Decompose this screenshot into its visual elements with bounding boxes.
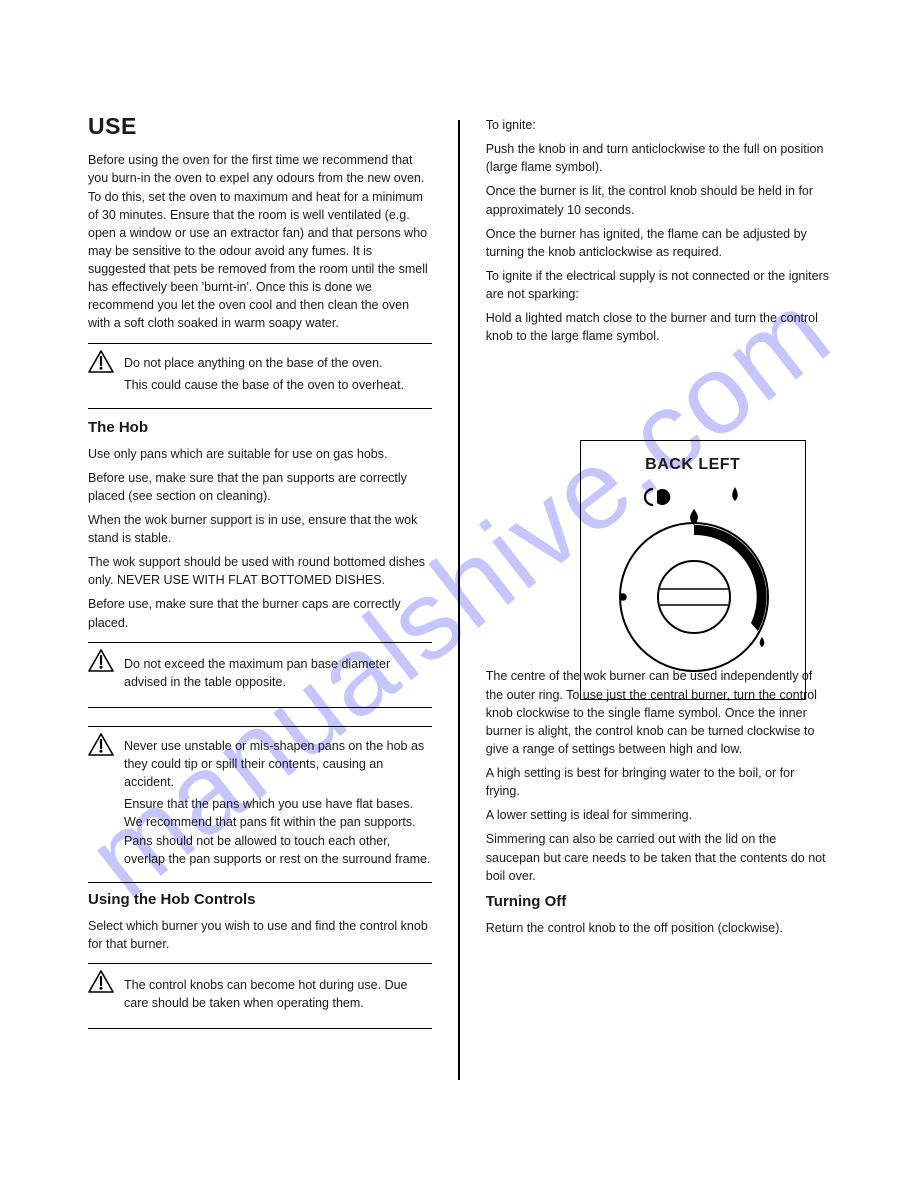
knob-frame: BACK LEFT xyxy=(580,440,806,700)
rule xyxy=(88,882,432,883)
warn1-line2: This could cause the base of the oven to… xyxy=(124,376,432,394)
warning-text: Never use unstable or mis-shapen pans on… xyxy=(124,733,432,872)
turn-off-p: Return the control knob to the off posit… xyxy=(486,919,830,937)
warn2-line: Do not exceed the maximum pan base diame… xyxy=(124,655,432,691)
warning-text: Do not exceed the maximum pan base diame… xyxy=(124,649,432,697)
left-column: USE Before using the oven for the first … xyxy=(88,110,458,1100)
knob-label: BACK LEFT xyxy=(581,453,805,476)
warning-block-4: The control knobs can become hot during … xyxy=(88,970,432,1018)
rule xyxy=(88,642,432,643)
ignite-alt-intro: To ignite if the electrical supply is no… xyxy=(486,267,830,303)
ignite-step3: Once the burner has ignited, the flame c… xyxy=(486,225,830,261)
rule xyxy=(88,726,432,727)
warn1-line1: Do not place anything on the base of the… xyxy=(124,354,432,372)
warn4-line: The control knobs can become hot during … xyxy=(124,976,432,1012)
rule xyxy=(88,343,432,344)
hob-p3: When the wok burner support is in use, e… xyxy=(88,511,432,547)
select-burner-p: Select which burner you wish to use and … xyxy=(88,917,432,953)
warning-icon xyxy=(88,350,114,373)
page: manualshive.com USE Before using the ove… xyxy=(0,0,918,1188)
warning-icon xyxy=(88,970,114,993)
warning-text: The control knobs can become hot during … xyxy=(124,970,432,1018)
knob-svg xyxy=(581,441,807,701)
hob-p4: The wok support should be used with roun… xyxy=(88,553,432,589)
ignite-step1: Push the knob in and turn anticlockwise … xyxy=(486,140,830,176)
heading-the-hob: The Hob xyxy=(88,417,432,439)
right-column: To ignite: Push the knob in and turn ant… xyxy=(460,110,830,1100)
two-column-layout: USE Before using the oven for the first … xyxy=(88,110,830,1100)
heat-p2: A high setting is best for bringing wate… xyxy=(486,764,830,800)
warning-icon xyxy=(88,649,114,672)
warning-text: Do not place anything on the base of the… xyxy=(124,350,432,398)
hob-p5: Before use, make sure that the burner ca… xyxy=(88,595,432,631)
knob-diagram: BACK LEFT xyxy=(580,440,806,700)
rule xyxy=(88,707,432,708)
ignite-alt-step: Hold a lighted match close to the burner… xyxy=(486,309,830,345)
warning-block-1: Do not place anything on the base of the… xyxy=(88,350,432,398)
burn-in-paragraph: Before using the oven for the first time… xyxy=(88,151,432,332)
warn3-line2: Ensure that the pans which you use have … xyxy=(124,795,432,868)
rule xyxy=(88,1028,432,1029)
heading-use: USE xyxy=(88,110,432,143)
rule xyxy=(88,963,432,964)
heat-p4: Simmering can also be carried out with t… xyxy=(486,830,830,884)
heading-turning-off: Turning Off xyxy=(486,891,830,913)
warning-block-2: Do not exceed the maximum pan base diame… xyxy=(88,649,432,697)
ignite-step2: Once the burner is lit, the control knob… xyxy=(486,182,830,218)
hob-p1: Use only pans which are suitable for use… xyxy=(88,445,432,463)
warning-icon xyxy=(88,733,114,756)
heat-p3: A lower setting is ideal for simmering. xyxy=(486,806,830,824)
warning-block-3: Never use unstable or mis-shapen pans on… xyxy=(88,733,432,872)
rule xyxy=(88,408,432,409)
heading-hob-controls: Using the Hob Controls xyxy=(88,889,432,911)
hob-p2: Before use, make sure that the pan suppo… xyxy=(88,469,432,505)
warn3-line1: Never use unstable or mis-shapen pans on… xyxy=(124,737,432,791)
ignite-intro: To ignite: xyxy=(486,116,830,134)
